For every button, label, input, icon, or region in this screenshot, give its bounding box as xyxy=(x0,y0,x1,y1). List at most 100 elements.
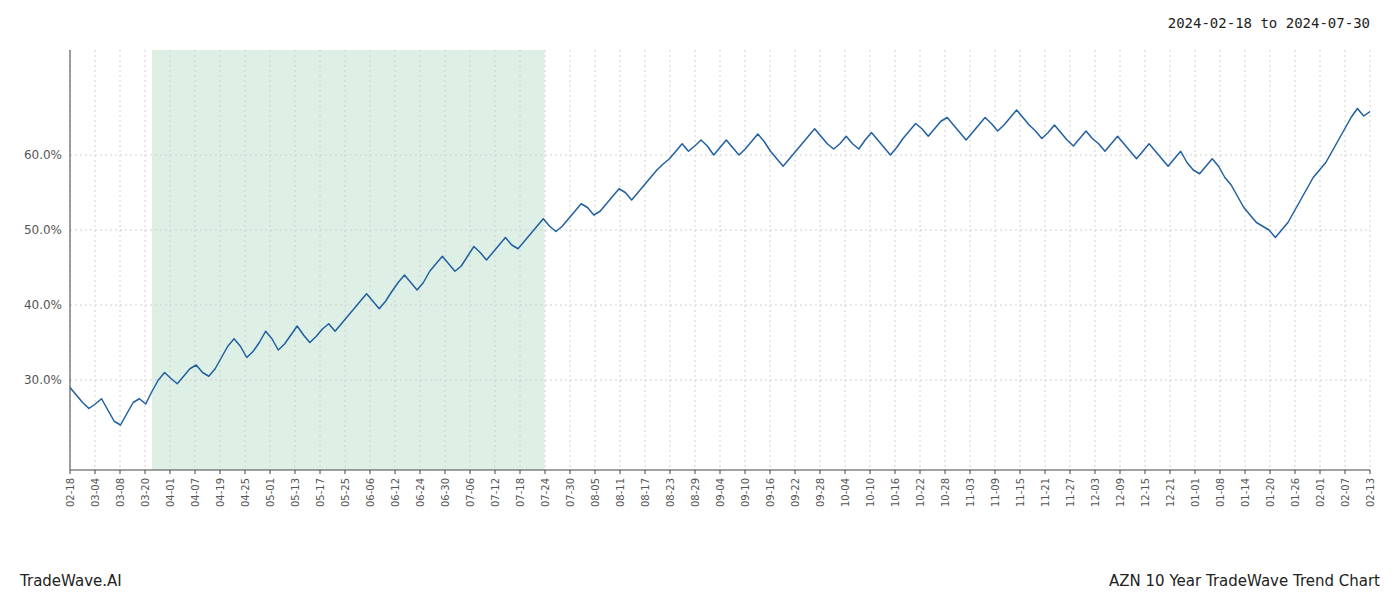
x-tick xyxy=(295,470,296,474)
x-tick-label: 01-26 xyxy=(1290,478,1301,507)
x-tick xyxy=(1220,470,1221,474)
x-tick-label: 01-01 xyxy=(1190,478,1201,507)
x-tick xyxy=(120,470,121,474)
x-grid-line xyxy=(120,50,121,470)
chart: 30.0%40.0%50.0%60.0%02-1803-0403-0803-20… xyxy=(0,0,1400,600)
x-grid-line xyxy=(320,50,321,470)
x-tick xyxy=(270,470,271,474)
x-tick xyxy=(395,470,396,474)
x-tick xyxy=(870,470,871,474)
x-tick xyxy=(545,470,546,474)
title: 2024-02-18 to 2024-07-30 xyxy=(1168,15,1370,31)
x-tick xyxy=(995,470,996,474)
x-tick xyxy=(1320,470,1321,474)
x-tick-label: 04-19 xyxy=(215,478,226,507)
x-tick-label: 07-24 xyxy=(540,478,551,507)
x-tick xyxy=(320,470,321,474)
x-tick xyxy=(845,470,846,474)
x-tick xyxy=(645,470,646,474)
x-tick-label: 02-01 xyxy=(1315,478,1326,507)
x-tick-label: 10-10 xyxy=(865,478,876,507)
x-tick-label: 09-16 xyxy=(765,478,776,507)
x-tick xyxy=(420,470,421,474)
x-tick xyxy=(570,470,571,474)
x-tick-label: 08-23 xyxy=(665,478,676,507)
x-tick xyxy=(95,470,96,474)
x-tick xyxy=(445,470,446,474)
x-grid-line xyxy=(945,50,946,470)
x-tick xyxy=(1295,470,1296,474)
x-tick-label: 08-11 xyxy=(615,478,626,507)
x-grid-line xyxy=(220,50,221,470)
x-tick xyxy=(970,470,971,474)
x-grid-line xyxy=(1070,50,1071,470)
footer-left: TradeWave.AI xyxy=(19,572,122,590)
x-grid-line xyxy=(345,50,346,470)
x-grid-line xyxy=(545,50,546,470)
x-grid-line xyxy=(1345,50,1346,470)
x-tick-label: 08-17 xyxy=(640,478,651,507)
x-tick xyxy=(170,470,171,474)
x-grid-line xyxy=(870,50,871,470)
x-grid-line xyxy=(970,50,971,470)
x-grid-line xyxy=(70,50,71,470)
x-tick-label: 02-07 xyxy=(1340,478,1351,507)
x-grid-line xyxy=(1045,50,1046,470)
y-tick-label: 60.0% xyxy=(24,148,62,162)
x-tick-label: 04-01 xyxy=(165,478,176,507)
x-tick xyxy=(920,470,921,474)
x-grid-line xyxy=(520,50,521,470)
x-grid-line xyxy=(745,50,746,470)
y-tick-label: 50.0% xyxy=(24,223,62,237)
x-grid-line xyxy=(1270,50,1271,470)
y-tick-label: 40.0% xyxy=(24,298,62,312)
x-grid-line xyxy=(245,50,246,470)
x-tick-label: 09-22 xyxy=(790,478,801,507)
footer-right: AZN 10 Year TradeWave Trend Chart xyxy=(1109,572,1380,590)
x-tick xyxy=(145,470,146,474)
x-grid-line xyxy=(695,50,696,470)
axes: 30.0%40.0%50.0%60.0%02-1803-0403-0803-20… xyxy=(24,50,1376,507)
x-tick xyxy=(795,470,796,474)
x-tick xyxy=(520,470,521,474)
x-tick xyxy=(1195,470,1196,474)
x-tick-label: 06-06 xyxy=(365,478,376,507)
x-grid-line xyxy=(495,50,496,470)
x-tick xyxy=(720,470,721,474)
x-tick-label: 06-30 xyxy=(440,478,451,507)
x-grid-line xyxy=(95,50,96,470)
x-grid-line xyxy=(370,50,371,470)
x-tick xyxy=(220,470,221,474)
x-tick-label: 09-10 xyxy=(740,478,751,507)
x-grid-line xyxy=(895,50,896,470)
x-tick xyxy=(1095,470,1096,474)
x-grid-line xyxy=(920,50,921,470)
x-grid-line xyxy=(1370,50,1371,470)
x-tick xyxy=(1370,470,1371,474)
x-tick xyxy=(1070,470,1071,474)
grid xyxy=(70,50,1370,470)
x-tick xyxy=(1020,470,1021,474)
x-grid-line xyxy=(620,50,621,470)
x-grid-line xyxy=(720,50,721,470)
x-tick xyxy=(1145,470,1146,474)
x-tick xyxy=(745,470,746,474)
x-tick-label: 01-20 xyxy=(1265,478,1276,507)
x-grid-line xyxy=(270,50,271,470)
x-grid-line xyxy=(295,50,296,470)
x-tick-label: 05-17 xyxy=(315,478,326,507)
x-grid-line xyxy=(795,50,796,470)
x-tick-label: 07-12 xyxy=(490,478,501,507)
x-grid-line xyxy=(995,50,996,470)
x-tick-label: 04-25 xyxy=(240,478,251,507)
x-grid-line xyxy=(195,50,196,470)
x-grid-line xyxy=(1220,50,1221,470)
x-grid-line xyxy=(470,50,471,470)
x-grid-line xyxy=(1145,50,1146,470)
x-tick-label: 06-12 xyxy=(390,478,401,507)
x-grid-line xyxy=(845,50,846,470)
x-tick-label: 01-14 xyxy=(1240,478,1251,507)
x-tick-label: 03-04 xyxy=(90,478,101,507)
x-tick xyxy=(245,470,246,474)
x-grid-line xyxy=(670,50,671,470)
